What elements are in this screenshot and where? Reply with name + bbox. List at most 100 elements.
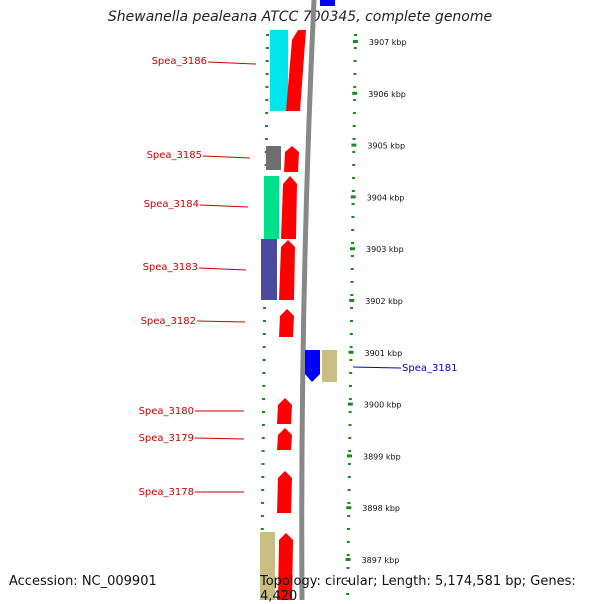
kbp-label: 3899 kbp [363,452,401,461]
gene-label-line [352,366,402,369]
tick [261,476,265,478]
tick [346,567,350,569]
gene-spea-3179[interactable] [277,428,292,450]
gene-spea-3178[interactable] [277,471,292,513]
tick [265,47,269,49]
tick [352,164,356,166]
gene-label-3184[interactable]: Spea_3184 [144,199,249,210]
tick [265,86,269,88]
tick [265,112,269,114]
kbp-scale: 3907 kbp 3906 kbp 3905 kbp 3904 kbp 3903 kbp… [345,38,407,565]
tick [352,112,356,114]
tick [263,307,267,309]
gene-spea-3180[interactable] [277,398,292,424]
tick [352,138,356,140]
kbp-tick [350,195,356,199]
tick [348,437,352,439]
gene-label-3178[interactable]: Spea_3178 [139,487,244,498]
tick [350,294,354,296]
gene-cds-bottom-khaki[interactable] [260,532,275,600]
tick [353,99,357,101]
gene-label-text[interactable]: Spea_3181 [402,363,457,374]
kbp-label: 3907 kbp [369,38,407,47]
tick [349,385,352,387]
tick [351,242,355,244]
kbp-label: 3901 kbp [365,349,403,358]
tick [350,255,354,257]
kbp-tick [348,350,354,354]
gene-cds-3185-gray[interactable] [266,146,281,170]
gene-label-line [198,267,247,271]
gene-cds-3184-green[interactable] [264,176,279,239]
tick [349,372,353,374]
tick [351,216,355,218]
kbp-tick [345,558,351,561]
gene-spea-3182[interactable] [279,309,294,337]
tick [351,229,355,231]
kbp-tick [350,247,355,251]
kbp-label: 3897 kbp [362,556,400,565]
tick [347,463,351,465]
kbp-label: 3902 kbp [365,297,403,306]
gene-spea-3183[interactable] [279,240,295,300]
tick [350,268,354,270]
tick [261,450,265,452]
tick [352,177,355,179]
gene-label-3181[interactable]: Spea_3181 [352,363,457,374]
gene-bottom-red[interactable] [278,533,293,600]
gene-label-3182[interactable]: Spea_3182 [141,316,246,327]
gene-label-text[interactable]: Spea_3180 [139,406,194,417]
gene-label-3185[interactable]: Spea_3185 [147,150,251,161]
gene-label-text[interactable]: Spea_3183 [143,262,198,273]
tick [348,411,352,413]
tick [261,424,265,426]
tick [347,489,351,491]
kbp-tick [349,299,355,302]
gene-label-line [202,155,251,159]
kbp-label: 3903 kbp [366,245,404,254]
tick [352,125,356,127]
tick [262,346,266,348]
gene-blue-top[interactable] [320,0,335,6]
gene-label-text[interactable]: Spea_3186 [152,56,207,67]
tick [264,138,268,140]
tick [353,73,357,75]
gene-spea-3185[interactable] [284,146,299,172]
gene-label-3179[interactable]: Spea_3179 [139,433,245,444]
tick [349,333,353,335]
gene-spea-3181[interactable] [305,350,320,382]
gene-cds-3181-khaki[interactable] [322,350,337,382]
gene-label-text[interactable]: Spea_3185 [147,150,202,161]
tick [348,398,352,400]
tick [262,411,265,413]
gene-label-text[interactable]: Spea_3184 [144,199,199,210]
tick [347,528,350,530]
tick [265,99,269,101]
gene-label-text[interactable]: Spea_3178 [139,487,194,498]
gene-label-3180[interactable]: Spea_3180 [139,406,244,417]
tick [266,34,269,36]
gene-cds-3183-navy[interactable] [261,239,277,300]
gene-label-text[interactable]: Spea_3182 [141,316,196,327]
tick [346,554,350,556]
tick [265,60,269,62]
tick [352,151,356,153]
tick [260,515,264,517]
gene-spea-3184[interactable] [281,176,297,239]
tick [261,437,265,439]
tick [347,515,351,517]
tick [347,476,351,478]
tick [261,463,265,465]
gene-cds-3186-cyan[interactable] [270,30,288,111]
kbp-tick [347,454,352,458]
kbp-label: 3900 kbp [364,401,402,410]
gene-label-text[interactable]: Spea_3179 [139,433,194,444]
gene-spea-3186[interactable] [286,30,306,111]
tick [349,346,353,348]
tick [262,372,266,374]
gene-label-3186[interactable]: Spea_3186 [152,56,257,67]
gene-label-3183[interactable]: Spea_3183 [143,262,247,273]
kbp-tick [346,506,352,510]
kbp-label: 3898 kbp [362,504,400,513]
tick [262,385,266,387]
